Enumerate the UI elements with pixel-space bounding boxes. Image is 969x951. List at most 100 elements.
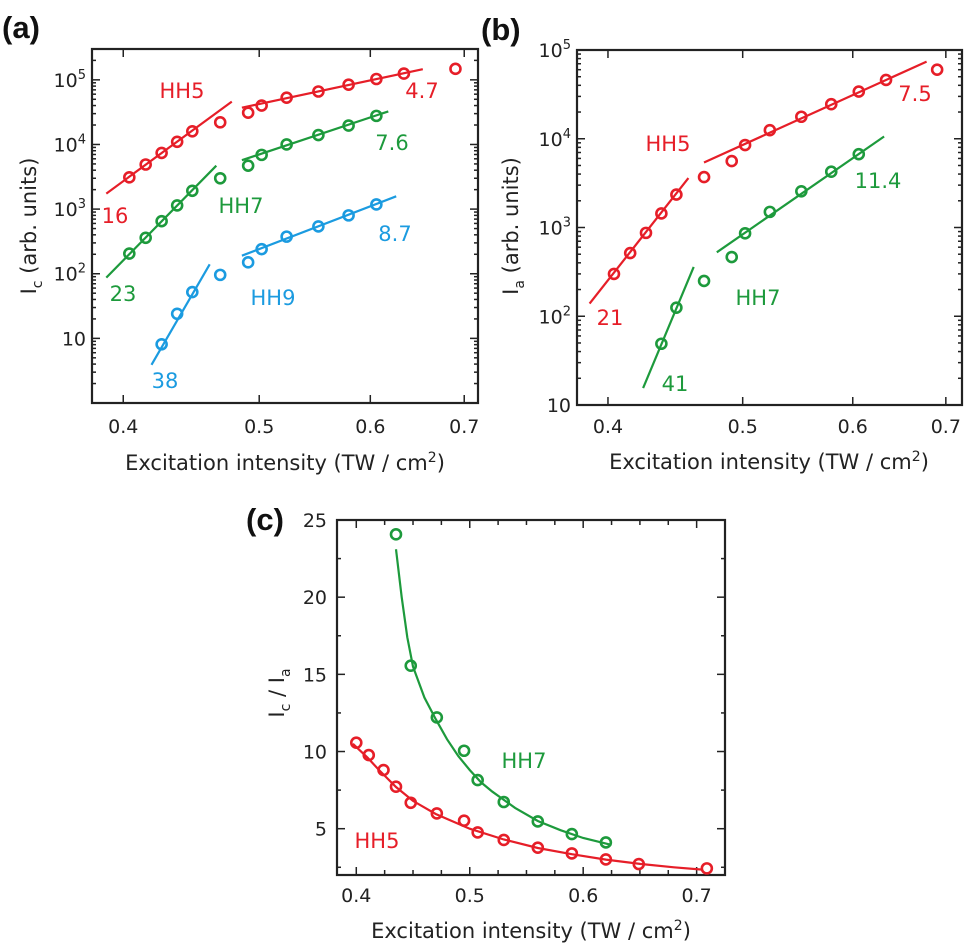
y-tick-label: 20	[303, 587, 327, 609]
fit-line	[241, 110, 389, 162]
series-hh7: HH7	[389, 528, 613, 849]
data-point	[457, 814, 471, 827]
series-hh7: 23 7.6 HH7	[105, 109, 409, 306]
data-point	[123, 247, 136, 260]
y-tick-label: 10	[62, 328, 86, 350]
data-point	[497, 833, 511, 847]
data-point	[241, 256, 255, 269]
slope-label: 21	[597, 306, 624, 330]
x-tick-label: 0.6	[355, 416, 385, 438]
fit-line	[703, 60, 928, 164]
data-point	[700, 862, 714, 875]
series-hh5: 21 7.5 HH5	[588, 60, 944, 330]
data-point	[342, 119, 355, 132]
data-point	[632, 857, 646, 871]
series-label: HH7	[736, 286, 781, 310]
data-point	[670, 301, 683, 314]
y-tick-label: 103	[539, 216, 571, 240]
data-point	[879, 73, 893, 87]
data-point	[795, 184, 808, 198]
fit-line	[642, 266, 695, 389]
y-tick-label: 5	[315, 819, 327, 841]
data-point	[255, 99, 268, 112]
data-point	[531, 841, 545, 854]
data-point	[397, 67, 411, 80]
fit-line	[241, 68, 424, 109]
data-point	[362, 748, 376, 762]
data-point	[697, 274, 711, 288]
fit-line	[394, 549, 612, 846]
data-point	[370, 72, 383, 86]
y-axis-title: Ia (arb. units)	[499, 157, 528, 295]
data-point	[186, 124, 199, 138]
data-point	[312, 220, 325, 233]
data-point	[155, 214, 168, 228]
data-point	[349, 736, 363, 750]
slope-label: 41	[662, 372, 689, 396]
data-point	[449, 62, 462, 76]
data-point	[404, 796, 418, 810]
x-axis-title: Excitation intensity (TW / cm2)	[371, 918, 691, 943]
plot-frame	[90, 47, 480, 405]
data-point	[255, 242, 268, 256]
y-tick-label: 105	[54, 68, 86, 92]
slope-label: 11.4	[855, 169, 902, 193]
data-point	[280, 91, 293, 104]
data-point	[389, 528, 403, 541]
data-point	[763, 205, 777, 219]
data-point	[457, 744, 471, 758]
fit-line	[588, 177, 690, 305]
x-axis-title: Excitation intensity (TW / cm2)	[609, 449, 929, 474]
data-point	[824, 165, 838, 179]
data-point	[170, 307, 184, 321]
y-tick-label: 104	[54, 132, 86, 156]
data-point	[389, 780, 403, 794]
data-point	[599, 853, 613, 866]
y-tick-label: 25	[303, 510, 327, 532]
panel-c-chart: 0.4 0.5 0.6 0.7 5 10 15 20 25 Excitation intensit…	[265, 510, 727, 943]
data-point	[312, 85, 325, 98]
y-axis-title: Ic (arb. units)	[17, 158, 46, 295]
data-point	[342, 78, 355, 92]
series-hh7: 41 11.4 HH7	[642, 135, 902, 396]
data-point	[639, 226, 653, 240]
data-point	[241, 106, 255, 120]
data-point	[255, 148, 268, 162]
data-point	[123, 171, 136, 184]
data-point	[139, 158, 152, 171]
data-point	[670, 188, 683, 201]
x-tick-label: 0.4	[108, 416, 138, 438]
x-tick-label: 0.5	[244, 416, 274, 438]
data-point	[738, 138, 752, 152]
data-point	[241, 159, 255, 172]
panel-label-c: (c)	[246, 502, 284, 537]
data-point	[213, 171, 227, 185]
data-point	[404, 659, 418, 673]
slope-label: 7.6	[375, 131, 408, 155]
x-tick-label: 0.5	[728, 416, 758, 438]
slope-label: 16	[102, 204, 129, 228]
data-point	[531, 815, 545, 828]
slope-label: 4.7	[405, 79, 438, 103]
y-tick-label: 15	[303, 664, 327, 686]
data-point	[738, 227, 752, 240]
data-point	[280, 230, 293, 243]
data-point	[430, 807, 444, 820]
data-point	[655, 207, 668, 220]
data-point	[170, 199, 184, 212]
y-tick-label: 104	[539, 127, 571, 151]
data-point	[565, 847, 579, 860]
slope-label: 23	[110, 282, 137, 306]
series-label: HH7	[502, 749, 547, 773]
y-tick-label: 10	[547, 395, 571, 417]
plot-frame	[335, 518, 727, 877]
panel-b-chart: 0.4 0.5 0.6 0.7 10 102 103 104 105 Excitation int…	[499, 38, 964, 474]
series-label: HH5	[160, 79, 205, 103]
data-point	[930, 63, 944, 76]
fit-line	[716, 135, 885, 254]
data-point	[565, 827, 579, 841]
panel-label-b: (b)	[481, 12, 521, 47]
x-tick-label: 0.7	[682, 885, 712, 907]
panel-a-chart: 0.4 0.5 0.6 0.7 10 102 103 104 105 Excitation int…	[17, 47, 480, 475]
